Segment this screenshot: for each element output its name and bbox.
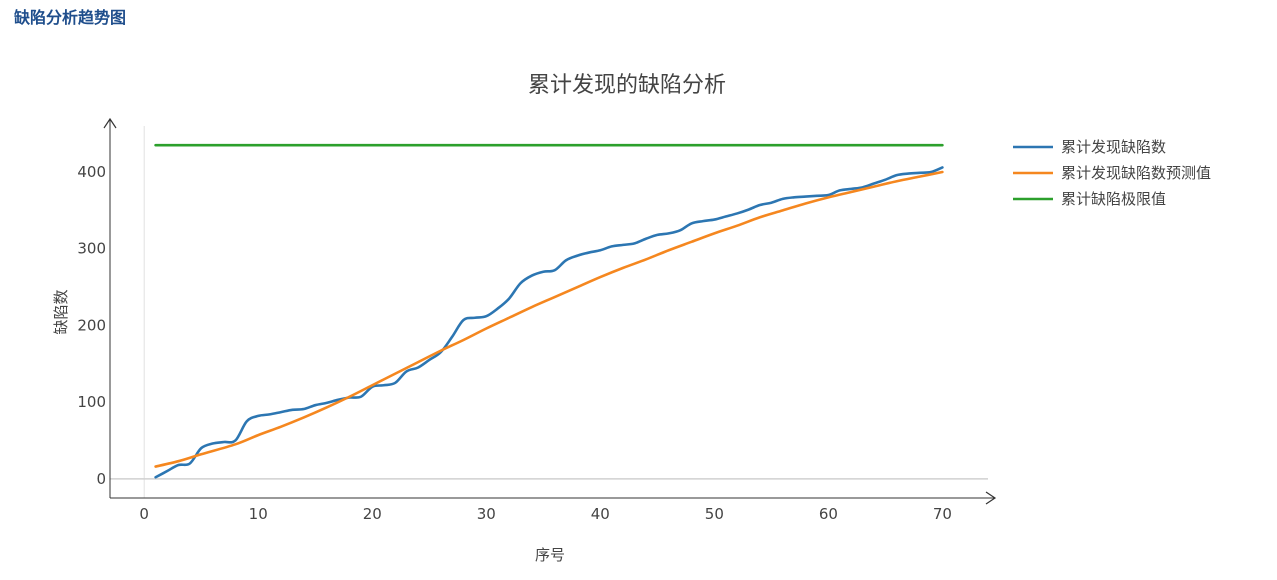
y-tick-label: 400 [77, 163, 106, 181]
x-tick-label: 50 [705, 505, 724, 523]
x-tick-label: 20 [363, 505, 382, 523]
legend-label: 累计发现缺陷数 [1061, 138, 1166, 156]
series-line-2 [154, 170, 944, 468]
legend-label: 累计发现缺陷数预测值 [1061, 164, 1211, 182]
x-axis-label: 序号 [535, 546, 565, 564]
legend-item-2[interactable]: 累计发现缺陷数预测值 [1013, 164, 1211, 182]
x-tick-label: 30 [477, 505, 496, 523]
series-layer [154, 143, 944, 479]
y-tick-label: 300 [77, 240, 106, 258]
y-tick-label: 100 [77, 393, 106, 411]
x-tick-label: 60 [819, 505, 838, 523]
x-tick-label: 10 [249, 505, 268, 523]
y-axis-arrow [103, 117, 117, 129]
legend-item-1[interactable]: 累计发现缺陷数 [1013, 138, 1166, 156]
y-axis-label: 缺陷数 [52, 289, 70, 334]
x-tick-label: 70 [933, 505, 952, 523]
x-tick-label: 40 [591, 505, 610, 523]
legend-item-3[interactable]: 累计缺陷极限值 [1013, 190, 1166, 208]
y-tick-label: 200 [77, 316, 106, 334]
x-axis-arrow [985, 491, 997, 505]
series-line-1 [154, 166, 944, 479]
chart-title: 累计发现的缺陷分析 [528, 73, 726, 98]
axes: 0 10 20 30 40 50 60 70 0 100 200 300 400 [77, 117, 997, 523]
y-tick-label: 0 [96, 470, 106, 488]
legend-label: 累计缺陷极限值 [1061, 190, 1166, 208]
section-title: 缺陷分析趋势图 [14, 8, 127, 27]
x-tick-label: 0 [139, 505, 149, 523]
